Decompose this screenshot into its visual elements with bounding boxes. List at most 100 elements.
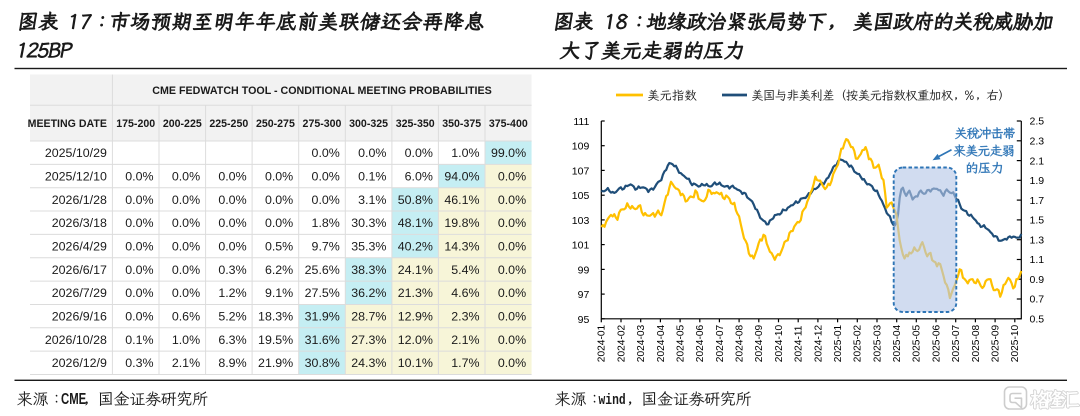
svg-text:wind: wind <box>599 392 626 409</box>
svg-text:0.0%: 0.0% <box>312 169 340 183</box>
svg-text:2026/10/28: 2026/10/28 <box>45 333 107 347</box>
svg-text:0.0%: 0.0% <box>498 263 526 277</box>
svg-text:0.0%: 0.0% <box>125 263 153 277</box>
svg-text:21.9%: 21.9% <box>258 356 293 370</box>
svg-text:25.6%: 25.6% <box>305 263 340 277</box>
svg-text:2025-10: 2025-10 <box>1010 324 1021 362</box>
svg-text:2025-06: 2025-06 <box>931 324 942 362</box>
svg-text:0.0%: 0.0% <box>125 193 153 207</box>
svg-text:0.0%: 0.0% <box>265 169 293 183</box>
svg-text:0.0%: 0.0% <box>125 169 153 183</box>
svg-text:4.6%: 4.6% <box>451 286 479 300</box>
svg-text:48.1%: 48.1% <box>398 216 433 230</box>
svg-text:35.3%: 35.3% <box>351 240 386 254</box>
svg-text:50.8%: 50.8% <box>398 193 433 207</box>
svg-text:0.0%: 0.0% <box>498 240 526 254</box>
svg-text:9.7%: 9.7% <box>312 240 340 254</box>
svg-text:0.3%: 0.3% <box>125 356 153 370</box>
svg-text:1.2%: 1.2% <box>218 286 246 300</box>
svg-text:31.6%: 31.6% <box>305 333 340 347</box>
svg-text:0.0%: 0.0% <box>125 240 153 254</box>
svg-text:5.4%: 5.4% <box>451 263 479 277</box>
svg-text:2024-12: 2024-12 <box>813 324 824 362</box>
svg-text:0.0%: 0.0% <box>172 263 200 277</box>
svg-text:1.1: 1.1 <box>1030 254 1045 266</box>
svg-text:2025/10/29: 2025/10/29 <box>45 146 107 160</box>
svg-text:109: 109 <box>572 141 590 153</box>
svg-text:95: 95 <box>578 314 590 326</box>
svg-text:2.1%: 2.1% <box>172 356 200 370</box>
svg-text:38.3%: 38.3% <box>351 263 386 277</box>
svg-text:300-325: 300-325 <box>349 118 388 130</box>
svg-text:18.3%: 18.3% <box>258 310 293 324</box>
svg-text:5.2%: 5.2% <box>218 310 246 324</box>
svg-text:0.0%: 0.0% <box>125 216 153 230</box>
svg-text:2024-09: 2024-09 <box>754 324 765 362</box>
svg-text:107: 107 <box>572 165 590 177</box>
svg-text:0.0%: 0.0% <box>172 240 200 254</box>
svg-text:0.0%: 0.0% <box>218 193 246 207</box>
svg-text:0.6%: 0.6% <box>172 310 200 324</box>
svg-text:2025-03: 2025-03 <box>872 324 883 362</box>
svg-text:0.0%: 0.0% <box>498 356 526 370</box>
svg-text:2025-05: 2025-05 <box>912 324 923 362</box>
svg-text:6.3%: 6.3% <box>218 333 246 347</box>
svg-text:CME FEDWATCH TOOL - CONDITIONA: CME FEDWATCH TOOL - CONDITIONAL MEETING … <box>152 85 491 97</box>
svg-text:1.3: 1.3 <box>1030 234 1045 246</box>
svg-text:250-275: 250-275 <box>256 118 295 130</box>
svg-text:31.9%: 31.9% <box>305 310 340 324</box>
svg-text:19.5%: 19.5% <box>258 333 293 347</box>
svg-text:27.3%: 27.3% <box>351 333 386 347</box>
svg-text:225-250: 225-250 <box>209 118 248 130</box>
svg-text:2025-07: 2025-07 <box>951 324 962 362</box>
svg-text:2.1%: 2.1% <box>451 333 479 347</box>
svg-text:0.0%: 0.0% <box>265 216 293 230</box>
svg-text:40.2%: 40.2% <box>398 240 433 254</box>
svg-text:2024-03: 2024-03 <box>636 324 647 362</box>
svg-text:99: 99 <box>578 264 590 276</box>
svg-text:0.0%: 0.0% <box>498 333 526 347</box>
svg-text:2.1: 2.1 <box>1030 155 1045 167</box>
svg-text:325-350: 325-350 <box>396 118 435 130</box>
svg-text:9.1%: 9.1% <box>265 286 293 300</box>
svg-text:0.5: 0.5 <box>1030 314 1045 326</box>
svg-text:0.0%: 0.0% <box>498 286 526 300</box>
svg-text:2026/4/29: 2026/4/29 <box>52 240 107 254</box>
svg-text:2026/12/9: 2026/12/9 <box>52 356 107 370</box>
svg-text:12.9%: 12.9% <box>398 310 433 324</box>
svg-text:2026/9/16: 2026/9/16 <box>52 310 107 324</box>
svg-text:99.0%: 99.0% <box>491 146 526 160</box>
svg-text:24.3%: 24.3% <box>351 356 386 370</box>
svg-text:0.0%: 0.0% <box>312 146 340 160</box>
svg-text:1.9: 1.9 <box>1030 175 1045 187</box>
svg-text:36.2%: 36.2% <box>351 286 386 300</box>
svg-text:0.0%: 0.0% <box>498 169 526 183</box>
svg-text:2024-01: 2024-01 <box>597 324 608 362</box>
svg-text:0.1%: 0.1% <box>125 333 153 347</box>
svg-text:14.3%: 14.3% <box>444 240 479 254</box>
svg-text:1.5: 1.5 <box>1030 215 1045 227</box>
svg-text:375-400: 375-400 <box>489 118 528 130</box>
svg-text:111: 111 <box>573 116 589 128</box>
svg-text:1.7: 1.7 <box>1030 195 1045 207</box>
svg-text:CME: CME <box>61 390 86 407</box>
svg-text:0.0%: 0.0% <box>358 146 386 160</box>
svg-text:175-200: 175-200 <box>116 118 155 130</box>
svg-text:0.3%: 0.3% <box>218 263 246 277</box>
svg-text:0.9: 0.9 <box>1030 274 1045 286</box>
svg-text:0.0%: 0.0% <box>498 193 526 207</box>
svg-text:275-300: 275-300 <box>303 118 342 130</box>
svg-text:2025-09: 2025-09 <box>991 324 1002 362</box>
svg-text:1.0%: 1.0% <box>172 333 200 347</box>
svg-text:0.0%: 0.0% <box>172 169 200 183</box>
svg-text:30.8%: 30.8% <box>305 356 340 370</box>
svg-text:30.3%: 30.3% <box>351 216 386 230</box>
svg-text:10.1%: 10.1% <box>398 356 433 370</box>
svg-text:0.0%: 0.0% <box>498 216 526 230</box>
svg-text:0.0%: 0.0% <box>125 310 153 324</box>
svg-text:27.5%: 27.5% <box>305 286 340 300</box>
svg-text:19.8%: 19.8% <box>444 216 479 230</box>
svg-text:2024-08: 2024-08 <box>735 324 746 362</box>
svg-text:103: 103 <box>572 215 590 227</box>
svg-text:0.0%: 0.0% <box>218 240 246 254</box>
